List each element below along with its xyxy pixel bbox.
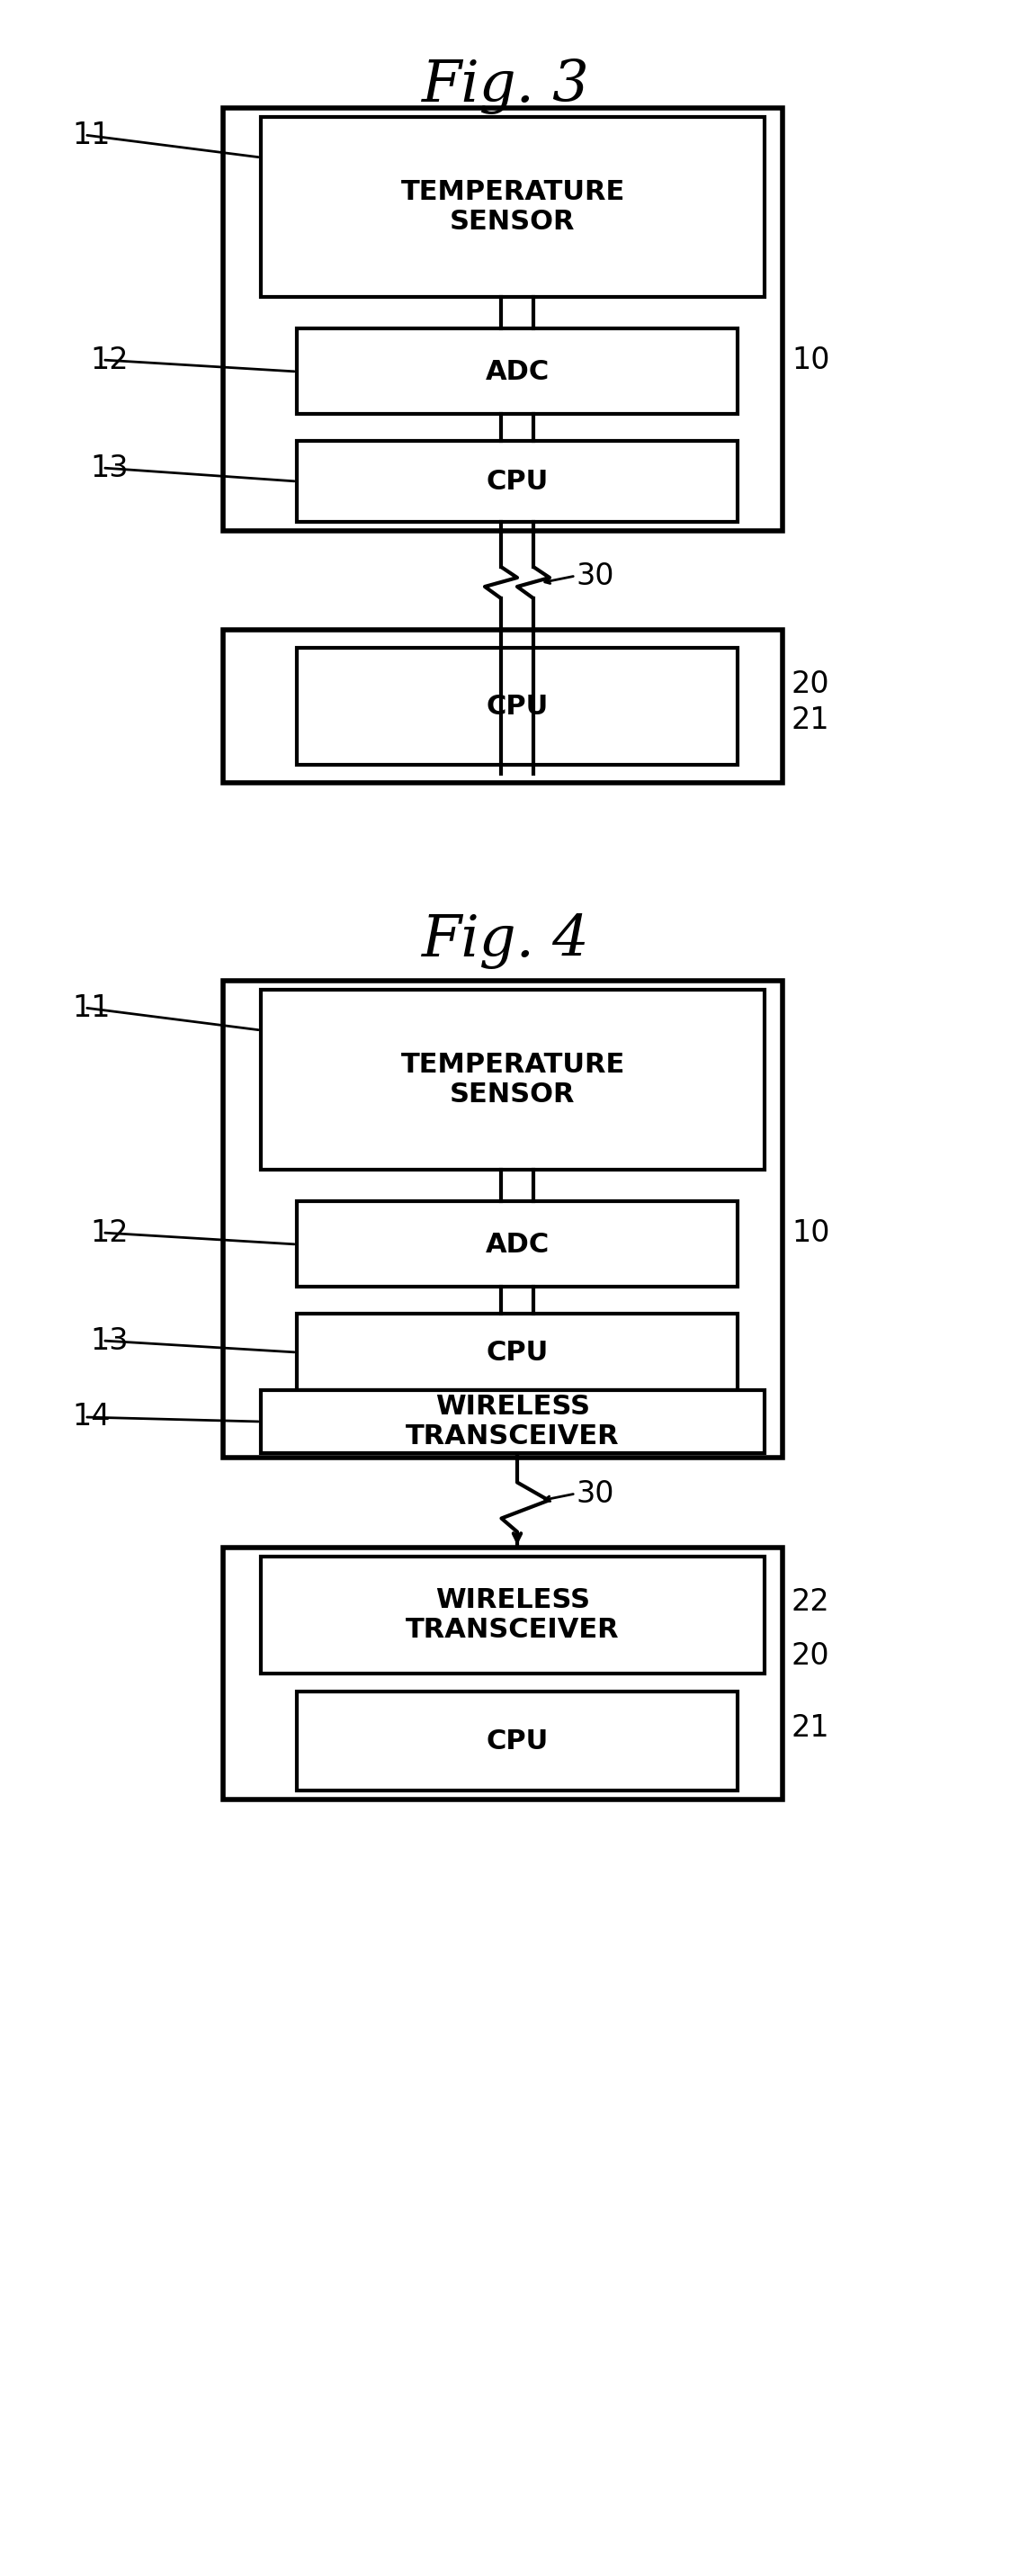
Bar — [297, 440, 738, 523]
Text: 14: 14 — [72, 1401, 110, 1432]
Text: 12: 12 — [90, 1218, 128, 1247]
Bar — [297, 327, 738, 415]
Bar — [297, 1200, 738, 1285]
Text: 13: 13 — [90, 1327, 128, 1355]
Text: WIRELESS
TRANSCEIVER: WIRELESS TRANSCEIVER — [405, 1394, 620, 1450]
Text: 10: 10 — [792, 1218, 830, 1247]
Text: WIRELESS
TRANSCEIVER: WIRELESS TRANSCEIVER — [405, 1587, 620, 1643]
Bar — [223, 108, 783, 531]
Text: 20: 20 — [792, 1641, 830, 1669]
Text: 11: 11 — [72, 121, 110, 149]
Text: Fig. 4: Fig. 4 — [422, 914, 589, 969]
Bar — [261, 116, 764, 296]
Text: 22: 22 — [792, 1587, 830, 1615]
Text: TEMPERATURE
SENSOR: TEMPERATURE SENSOR — [400, 1051, 625, 1108]
Text: 13: 13 — [90, 453, 128, 482]
Bar — [297, 1314, 738, 1391]
Text: CPU: CPU — [486, 469, 548, 495]
Text: 12: 12 — [90, 345, 128, 374]
Text: Fig. 3: Fig. 3 — [422, 59, 589, 113]
Text: 11: 11 — [72, 992, 110, 1023]
Bar — [223, 629, 783, 783]
Text: CPU: CPU — [486, 693, 548, 719]
Bar — [261, 1556, 764, 1674]
Text: ADC: ADC — [485, 1231, 549, 1257]
Text: 21: 21 — [792, 706, 830, 734]
Text: TEMPERATURE
SENSOR: TEMPERATURE SENSOR — [400, 178, 625, 234]
Text: 10: 10 — [792, 345, 830, 374]
Bar — [261, 1391, 764, 1453]
Text: 30: 30 — [575, 1479, 614, 1510]
Bar — [297, 1692, 738, 1790]
Bar — [223, 1548, 783, 1801]
Text: CPU: CPU — [486, 1340, 548, 1365]
Text: 30: 30 — [575, 562, 614, 590]
Text: 21: 21 — [792, 1713, 830, 1741]
Text: CPU: CPU — [486, 1728, 548, 1754]
Text: ADC: ADC — [485, 358, 549, 384]
Bar — [297, 647, 738, 765]
Bar — [223, 981, 783, 1458]
Text: 20: 20 — [792, 670, 830, 698]
Bar — [261, 989, 764, 1170]
